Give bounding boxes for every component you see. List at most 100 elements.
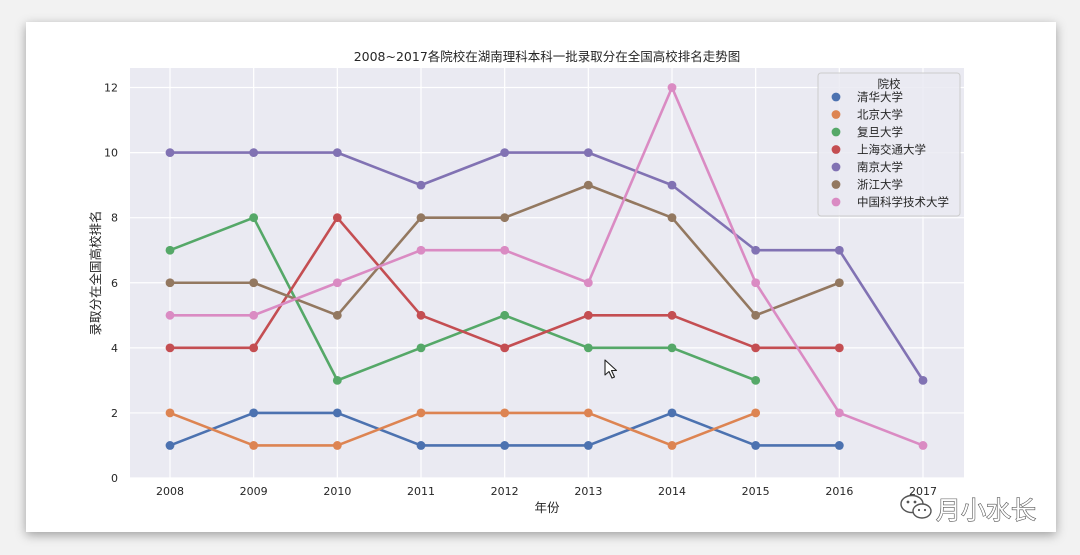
data-point: [500, 408, 510, 418]
legend-marker: [831, 180, 841, 189]
legend-label: 复旦大学: [857, 125, 903, 139]
legend-marker: [831, 145, 841, 154]
legend-label: 中国科学技术大学: [857, 195, 949, 209]
data-point: [583, 343, 593, 353]
data-point: [500, 310, 510, 320]
data-point: [416, 441, 426, 450]
series-layer: [165, 83, 928, 450]
data-point: [667, 310, 677, 320]
x-tick-labels: 2008 2009 2010 2011 2012 2013 2014 2015 2016 2017: [156, 485, 937, 498]
x-tick-label: 2012: [491, 485, 519, 498]
data-point: [583, 441, 593, 450]
data-point: [834, 441, 844, 450]
data-point: [416, 310, 426, 320]
x-axis-title: 年份: [534, 500, 560, 515]
data-point: [500, 213, 510, 223]
data-point: [165, 148, 175, 158]
legend-marker: [831, 92, 841, 102]
y-tick-label: 10: [104, 147, 118, 160]
y-tick-label: 8: [111, 212, 118, 225]
data-point: [751, 375, 761, 385]
data-point: [583, 408, 593, 418]
x-tick-label: 2009: [240, 485, 268, 498]
data-point: [500, 343, 510, 353]
series-6: [165, 83, 928, 450]
legend-box: [817, 72, 961, 217]
mouse-pointer-icon: [604, 359, 618, 379]
series-1: [165, 408, 761, 450]
chart-title: 2008~2017各院校在湖南理科本科一批录取分在全国高校排名走势图: [354, 49, 741, 64]
data-point: [751, 278, 761, 288]
x-tick-label: 2016: [825, 485, 853, 498]
data-point: [500, 441, 510, 450]
legend-title: 院校: [878, 77, 901, 91]
y-tick-label: 6: [111, 277, 118, 290]
data-point: [834, 408, 844, 418]
x-tick-label: 2014: [658, 485, 686, 498]
data-point: [667, 180, 677, 190]
y-tick-label: 0: [111, 472, 118, 485]
data-point: [918, 375, 928, 385]
y-tick-labels: 0 2 4 6 8 10 12: [104, 82, 118, 485]
x-tick-label: 2017: [909, 485, 937, 498]
data-point: [667, 343, 677, 353]
data-point: [249, 343, 259, 353]
legend-label: 上海交通大学: [857, 143, 926, 157]
data-point: [918, 441, 928, 450]
data-point: [416, 180, 426, 190]
data-point: [667, 213, 677, 223]
data-point: [751, 441, 761, 450]
data-point: [751, 310, 761, 320]
data-point: [416, 213, 426, 223]
x-tick-label: 2008: [156, 485, 184, 498]
data-point: [165, 245, 175, 255]
data-point: [583, 278, 593, 288]
data-point: [249, 278, 259, 288]
data-point: [834, 278, 844, 288]
y-tick-label: 12: [104, 82, 118, 95]
series-line: [168, 411, 757, 447]
data-point: [165, 278, 175, 288]
x-tick-label: 2013: [574, 485, 602, 498]
legend-label: 北京大学: [857, 108, 903, 122]
data-point: [165, 310, 175, 320]
data-point: [667, 83, 677, 92]
data-point: [332, 408, 342, 418]
data-point: [583, 180, 593, 190]
data-point: [249, 213, 259, 223]
data-point: [165, 343, 175, 353]
data-point: [751, 245, 761, 255]
legend-label: 清华大学: [857, 90, 903, 104]
data-point: [249, 441, 259, 450]
data-point: [249, 310, 259, 320]
wechat-icon: [900, 494, 932, 519]
legend-marker: [831, 197, 841, 207]
data-point: [249, 148, 259, 158]
data-point: [667, 408, 677, 418]
data-point: [332, 278, 342, 288]
series-4: [165, 148, 928, 385]
x-tick-label: 2015: [742, 485, 770, 498]
series-5: [165, 180, 844, 320]
legend-marker: [831, 110, 841, 119]
data-point: [500, 148, 510, 158]
data-point: [249, 408, 259, 418]
data-point: [667, 441, 677, 450]
watermark-text: 月小水长: [936, 496, 1036, 525]
legend-marker: [831, 127, 841, 137]
data-point: [332, 213, 342, 223]
data-point: [332, 310, 342, 320]
data-point: [416, 343, 426, 353]
series-0: [165, 408, 844, 450]
y-axis-title: 录取分在全国高校排名: [88, 210, 103, 335]
legend-label: 南京大学: [857, 160, 903, 174]
data-point: [165, 408, 175, 418]
data-point: [500, 245, 510, 255]
data-point: [834, 245, 844, 255]
series-line: [168, 151, 925, 382]
data-point: [165, 441, 175, 450]
watermark: 月小水长: [900, 494, 1037, 526]
